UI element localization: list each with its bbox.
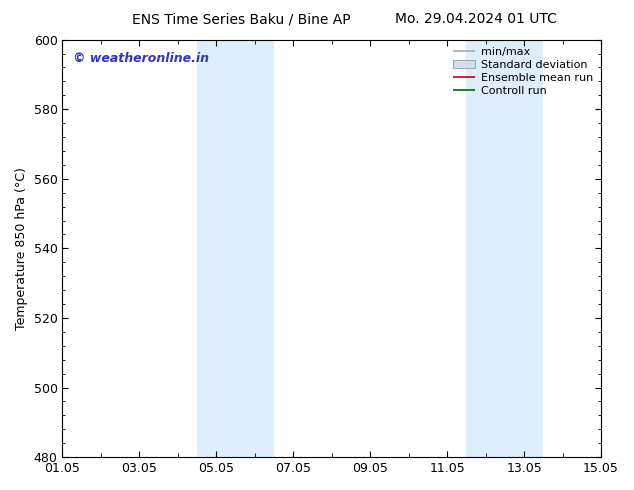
Text: ENS Time Series Baku / Bine AP: ENS Time Series Baku / Bine AP [132,12,350,26]
Legend: min/max, Standard deviation, Ensemble mean run, Controll run: min/max, Standard deviation, Ensemble me… [451,45,595,98]
Text: © weatheronline.in: © weatheronline.in [73,52,209,65]
Text: Mo. 29.04.2024 01 UTC: Mo. 29.04.2024 01 UTC [394,12,557,26]
Y-axis label: Temperature 850 hPa (°C): Temperature 850 hPa (°C) [15,167,28,330]
Bar [197,40,274,457]
Bar [467,40,543,457]
